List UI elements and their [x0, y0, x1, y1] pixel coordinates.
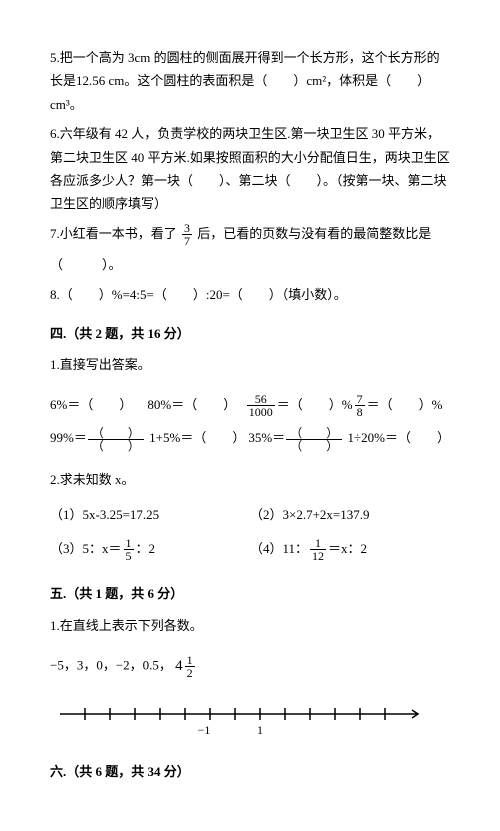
calc-row-2: 99%＝ （ ） （ ） 1+5%＝（ ） 35%＝ （ ） （ ） 1÷20%…: [50, 426, 450, 452]
eq3-post: ：2: [136, 541, 156, 556]
q7-text-b: 后，已看的页数与没有看的最简整数比是: [197, 226, 431, 241]
fraction-num: （ ）: [88, 427, 144, 440]
calc-3-fraction: 56 1000: [247, 393, 275, 418]
equation-4: （4）11： 1 12 ＝x：2: [250, 537, 450, 563]
q7-fraction: 3 7: [182, 222, 192, 247]
sec4-question-1: 1.直接写出答案。: [50, 353, 450, 376]
calc-8: 1÷20%＝（ ）: [348, 426, 450, 452]
number-list-a: −5，3，0，−2，0.5，: [50, 657, 172, 672]
equation-3: （3）5：x＝ 1 5 ：2: [50, 537, 250, 563]
calc-1: 6%＝（ ）: [50, 393, 147, 419]
calc-7-text: 35%＝: [248, 430, 285, 445]
eq3-fraction: 1 5: [124, 537, 134, 562]
number-list: −5，3，0，−2，0.5， 4 1 2: [50, 653, 450, 680]
fraction-den: 12: [310, 550, 326, 562]
calc-2: 80%＝（ ）: [147, 393, 244, 419]
calc-6: 1+5%＝（ ）: [149, 426, 248, 452]
section-5-header: 五.（共 1 题，共 6 分）: [50, 582, 450, 605]
calc-7-fraction: （ ） （ ）: [286, 427, 342, 452]
eq4-pre: （4）11：: [250, 541, 308, 556]
fraction-den: 7: [182, 235, 192, 247]
sec4-question-2: 2.求未知数 x。: [50, 468, 450, 491]
question-5: 5.把一个高为 3cm 的圆柱的侧面展开得到一个长方形，这个长方形的长是12.5…: [50, 46, 450, 116]
equation-row-2: （3）5：x＝ 1 5 ：2 （4）11： 1 12 ＝x：2: [50, 537, 450, 563]
fraction-den: （ ）: [286, 440, 342, 452]
calc-3-text: ＝（ ）%: [277, 397, 353, 412]
question-8: 8.（ ）%=4:5=（ ）:20=（ ）（填小数）。: [50, 283, 450, 306]
number-line: −1 1: [50, 700, 430, 740]
mixed-fraction: 1 2: [185, 654, 195, 679]
mixed-whole: 4: [175, 658, 183, 674]
section-4-header: 四.（共 2 题，共 16 分）: [50, 322, 450, 345]
eq3-pre: （3）5：x＝: [50, 541, 122, 556]
svg-text:−1: −1: [198, 723, 211, 737]
equation-row-1: （1）5x-3.25=17.25 （2）3×2.7+2x=137.9: [50, 503, 450, 526]
svg-text:1: 1: [257, 723, 263, 737]
question-7: 7.小红看一本书，看了 3 7 后，已看的页数与没有看的最简整数比是: [50, 222, 450, 248]
calc-4-fraction: 7 8: [355, 393, 365, 418]
calc-5: 99%＝ （ ） （ ）: [50, 426, 149, 452]
fraction-num: （ ）: [286, 427, 342, 440]
fraction-den: 5: [124, 550, 134, 562]
eq4-fraction: 1 12: [310, 537, 326, 562]
equation-2: （2）3×2.7+2x=137.9: [250, 503, 450, 526]
fraction-den: 2: [185, 667, 195, 679]
sec5-question-1: 1.在直线上表示下列各数。: [50, 614, 450, 637]
fraction-den: 8: [355, 406, 365, 418]
fraction-den: 1000: [247, 406, 275, 418]
calc-7: 35%＝ （ ） （ ）: [248, 426, 347, 452]
q7-blank: （ ）。: [50, 253, 450, 276]
calc-5-fraction: （ ） （ ）: [88, 427, 144, 452]
q7-text-a: 7.小红看一本书，看了: [50, 226, 177, 241]
equation-1: （1）5x-3.25=17.25: [50, 503, 250, 526]
question-6: 6.六年级有 42 人，负责学校的两块卫生区.第一块卫生区 30 平方米，第二块…: [50, 122, 450, 216]
calc-3: 56 1000 ＝（ ）%: [245, 393, 353, 419]
calc-4: 7 8 ＝（ ）%: [353, 393, 450, 419]
calc-5-text: 99%＝: [50, 430, 87, 445]
eq4-post: ＝x：2: [328, 541, 367, 556]
calc-row-1: 6%＝（ ） 80%＝（ ） 56 1000 ＝（ ）% 7 8 ＝（ ）%: [50, 393, 450, 419]
fraction-den: （ ）: [88, 440, 144, 452]
mixed-number: 4 1 2: [175, 653, 197, 680]
section-6-header: 六.（共 6 题，共 34 分）: [50, 760, 450, 783]
calc-4-text: ＝（ ）%: [367, 397, 443, 412]
